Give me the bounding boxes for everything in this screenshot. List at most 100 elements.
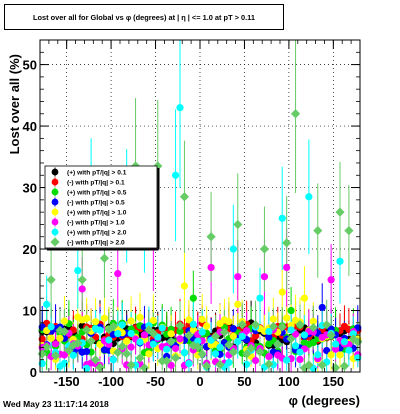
data-point	[99, 253, 110, 263]
data-point	[139, 363, 150, 373]
data-point	[327, 276, 335, 284]
data-point	[277, 322, 287, 332]
data-point	[225, 317, 233, 326]
data-point	[330, 363, 341, 373]
data-point	[64, 345, 74, 356]
data-point	[323, 346, 331, 355]
data-point	[117, 341, 127, 351]
axis-ticks: -150 -100 -50 0 50 100 150 0 10 20 30 40 50	[23, 39, 361, 389]
data-point	[203, 322, 211, 330]
data-point	[219, 327, 230, 337]
data-point	[313, 225, 323, 236]
data-point	[211, 350, 220, 358]
chart-title-text: Lost over all for Global vs φ (degrees) …	[33, 12, 255, 22]
data-point	[148, 328, 158, 338]
data-point	[304, 360, 314, 370]
data-point	[283, 314, 291, 322]
data-point	[135, 353, 145, 363]
data-point	[122, 349, 132, 359]
data-point	[185, 316, 193, 324]
data-point	[308, 322, 318, 333]
data-point	[162, 356, 172, 366]
data-point	[171, 344, 180, 353]
data-point	[224, 340, 234, 350]
data-point	[171, 171, 180, 179]
y-tick-label: 10	[23, 304, 37, 319]
data-point	[305, 193, 313, 201]
data-point	[269, 315, 277, 323]
data-point	[243, 327, 251, 335]
data-point	[123, 337, 131, 345]
data-point	[242, 349, 252, 359]
data-point	[259, 244, 270, 254]
data-point	[237, 320, 247, 330]
data-point	[296, 355, 304, 364]
data-point	[283, 356, 291, 364]
data-point	[83, 364, 91, 372]
data-point	[73, 338, 83, 348]
data-point	[300, 294, 309, 302]
data-point	[83, 347, 91, 356]
data-point	[91, 318, 100, 326]
data-point	[180, 349, 189, 357]
data-point	[114, 270, 122, 278]
data-point	[175, 321, 185, 331]
data-point	[51, 228, 59, 236]
data-point	[47, 323, 55, 331]
data-point	[290, 109, 301, 119]
data-point	[51, 198, 59, 206]
timestamp: Wed May 23 11:17:14 2018	[3, 399, 109, 409]
data-point	[229, 245, 237, 253]
data-point	[234, 300, 242, 308]
y-tick-label: 30	[23, 181, 37, 196]
legend-entry: (+) with pT/|q| > 1.0	[67, 209, 127, 216]
data-point	[118, 321, 126, 329]
y-tick-label: 50	[23, 58, 37, 73]
data-point	[163, 345, 171, 353]
data-point	[74, 266, 82, 275]
data-point	[251, 332, 260, 340]
legend-box	[44, 165, 158, 249]
data-point	[149, 316, 157, 325]
data-points	[37, 104, 363, 373]
data-point	[78, 285, 86, 293]
data-point	[96, 326, 104, 334]
x-axis-label: φ (degrees)	[289, 393, 360, 408]
data-point	[234, 337, 242, 346]
data-point	[144, 325, 154, 335]
data-point	[189, 294, 197, 302]
data-point	[90, 355, 101, 365]
legend-entry: (+) with pT/|q| > 2.0	[67, 229, 127, 236]
data-point	[56, 334, 64, 342]
data-point	[51, 208, 59, 216]
data-point	[113, 347, 123, 358]
data-point	[207, 263, 215, 272]
data-point	[210, 331, 221, 342]
x-tick-label: -100	[98, 374, 124, 389]
legend-entry: (-) with pT/|q| > 0.5	[67, 199, 125, 206]
data-point	[105, 336, 113, 344]
data-point	[69, 351, 77, 359]
data-point	[331, 340, 340, 348]
data-point	[215, 360, 225, 370]
data-point	[327, 351, 335, 359]
data-point	[273, 339, 283, 349]
data-point	[198, 328, 206, 336]
data-point	[300, 331, 309, 339]
data-point	[60, 317, 69, 325]
data-point	[295, 319, 305, 330]
y-tick-label: 40	[23, 119, 37, 134]
data-point	[339, 361, 350, 371]
data-point	[179, 192, 190, 202]
x-tick-label: 150	[322, 374, 344, 389]
data-point	[336, 257, 344, 265]
data-point	[50, 237, 60, 247]
data-point	[287, 326, 295, 334]
x-tick-label: -150	[54, 374, 80, 389]
legend: (+) with pT/|q| > 0.1 (-) with pT/|q| > 0…	[44, 165, 160, 251]
data-point	[216, 343, 224, 351]
data-point	[51, 178, 59, 186]
data-point	[140, 331, 149, 339]
chart-title: Lost over all for Global vs φ (degrees) …	[4, 4, 284, 30]
